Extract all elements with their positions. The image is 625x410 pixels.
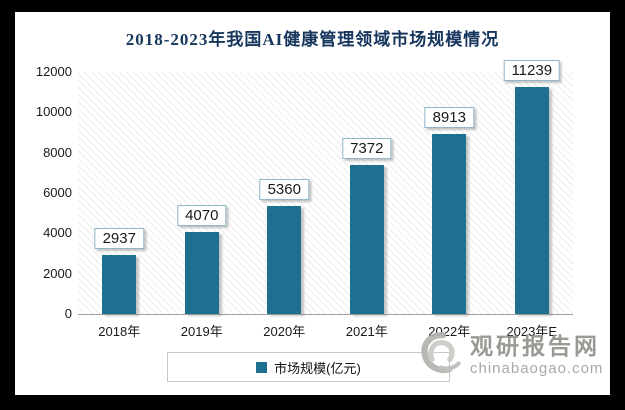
bar [432, 134, 467, 314]
bar [267, 205, 302, 314]
x-axis-label: 2023年E [506, 324, 558, 339]
bar-series: 2937 4070 5360 7372 8913 11239 [78, 60, 573, 314]
bar [349, 165, 384, 314]
legend: 市场规模(亿元) [167, 352, 450, 382]
x-axis-label: 2021年 [345, 324, 388, 339]
bar [184, 231, 219, 314]
chart-panel: 2018-2023年我国AI健康管理领域市场规模情况 12000 10000 800… [15, 12, 610, 395]
y-tick-label: 12000 [35, 64, 72, 79]
bar-value-label: 11239 [503, 60, 561, 82]
legend-label: 市场规模(亿元) [274, 360, 361, 376]
chart-title: 2018-2023年我国AI健康管理领域市场规模情况 [125, 30, 500, 49]
bar-value-label: 5360 [259, 178, 309, 200]
bar-value-label: 7372 [342, 138, 392, 160]
bar-value-label: 2937 [94, 227, 144, 249]
bar [102, 254, 137, 314]
plot-area [78, 72, 573, 315]
y-axis: 12000 10000 8000 6000 4000 2000 0 [15, 64, 72, 321]
x-axis: 2018年 2019年 2020年 2021年 2022年 2023年E [78, 321, 573, 339]
y-tick-label: 8000 [43, 144, 72, 160]
x-axis-label: 2018年 [98, 324, 141, 339]
y-tick-label: 2000 [43, 265, 72, 281]
bar [514, 87, 549, 314]
watermark-domain: chinabaogao.com [470, 360, 604, 377]
legend-swatch-icon [256, 361, 268, 373]
watermark-text: 观研报告网 chinabaogao.com [470, 335, 604, 377]
y-tick-label: 10000 [35, 104, 72, 120]
y-tick-label: 0 [64, 306, 72, 321]
y-tick-label: 6000 [43, 185, 72, 200]
y-tick-label: 4000 [43, 225, 72, 241]
x-axis-label: 2019年 [180, 324, 223, 339]
x-axis-label: 2020年 [263, 324, 306, 339]
bar-value-label: 4070 [177, 204, 227, 226]
bar-value-label: 8913 [424, 107, 474, 129]
x-axis-label: 2022年 [428, 324, 471, 339]
